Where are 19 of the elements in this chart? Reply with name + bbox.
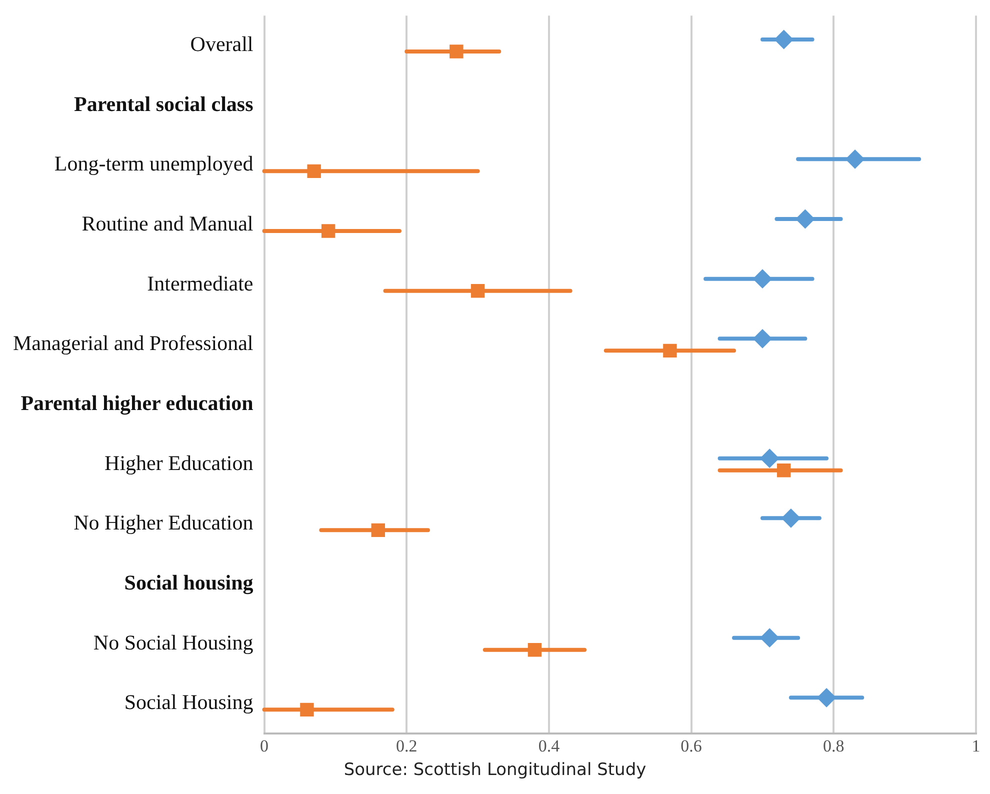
x-tick-label: 1 — [972, 736, 980, 756]
y-tick-label: Higher Education — [104, 450, 254, 475]
y-tick-label: Intermediate — [147, 271, 254, 296]
x-tick-label: 0 — [260, 736, 269, 756]
y-tick-label: Long-term unemployed — [54, 152, 254, 176]
x-tick-label: 0.8 — [823, 736, 844, 756]
y-tick-label: Routine and Manual — [82, 212, 254, 236]
y-tick-label: Managerial and Professional — [12, 331, 254, 356]
y-tick-label: Overall — [190, 32, 254, 56]
y-tick-label: No Social Housing — [93, 630, 254, 654]
x-tick-label: 0.4 — [538, 736, 560, 756]
y-tick-label: Parental social class — [74, 92, 254, 116]
source-note: Source: Scottish Longitudinal Study — [342, 760, 648, 780]
y-tick-label: Social Housing — [124, 690, 254, 714]
y-tick-label: Social housing — [124, 570, 254, 594]
y-tick-label: No Higher Education — [74, 510, 254, 535]
y-tick-label: Parental higher education — [20, 390, 254, 415]
x-tick-label: 0.2 — [396, 736, 418, 756]
x-tick-label: 0.6 — [680, 736, 702, 756]
